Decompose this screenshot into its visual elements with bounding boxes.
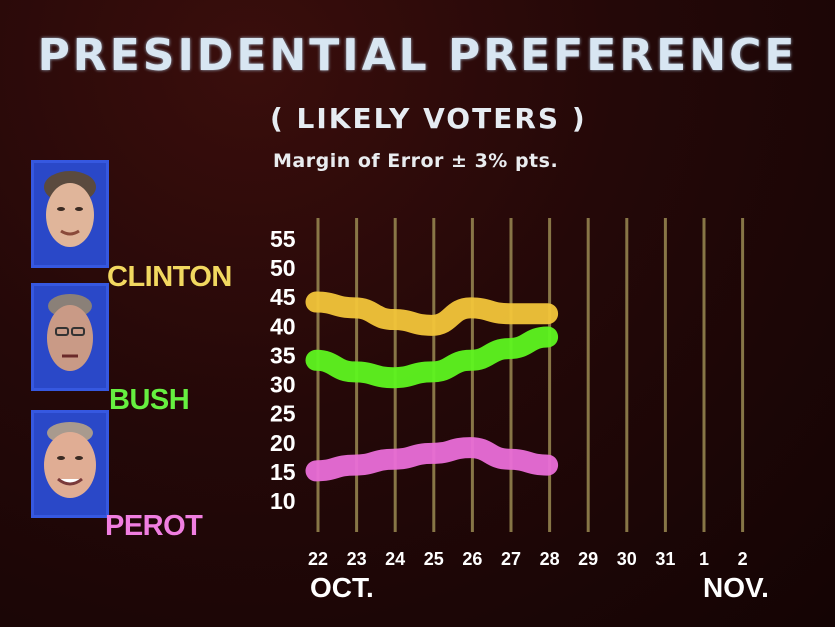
- chart-title: PRESIDENTIAL PREFERENCE: [37, 30, 798, 81]
- x-tick-label: 23: [347, 549, 367, 569]
- y-tick-label: 25: [270, 401, 296, 427]
- series-line-clinton: [305, 291, 559, 336]
- y-tick-label: 45: [270, 284, 296, 310]
- legend-perot: PEROT: [105, 510, 203, 542]
- x-tick-label: 25: [424, 549, 444, 569]
- chart-subtitle: ( LIKELY VOTERS ): [270, 102, 587, 135]
- y-tick-label: 20: [270, 430, 296, 456]
- y-tick-label: 10: [270, 488, 296, 514]
- x-tick-label: 26: [462, 549, 482, 569]
- x-tick-label: 27: [501, 549, 521, 569]
- clinton-portrait: [31, 160, 109, 268]
- y-tick-label: 15: [270, 459, 296, 485]
- x-tick-label: 24: [385, 549, 405, 569]
- margin-of-error-note: Margin of Error ± 3% pts.: [273, 150, 559, 172]
- x-tick-label: 22: [308, 549, 328, 569]
- x-tick-label: 1: [699, 549, 709, 569]
- y-tick-label: 40: [270, 313, 296, 339]
- perot-portrait: [31, 410, 109, 518]
- y-tick-label: 55: [270, 226, 296, 252]
- x-month-label-oct: OCT.: [310, 572, 374, 603]
- x-tick-label: 28: [540, 549, 560, 569]
- y-tick-label: 35: [270, 342, 296, 368]
- x-tick-label: 29: [578, 549, 598, 569]
- x-tick-label: 30: [617, 549, 637, 569]
- legend-clinton: CLINTON: [107, 261, 232, 293]
- x-tick-label: 2: [738, 549, 748, 569]
- y-tick-label: 30: [270, 372, 296, 398]
- series-line-perot: [305, 437, 559, 482]
- legend-bush: BUSH: [109, 384, 190, 416]
- bush-portrait: [31, 283, 109, 391]
- series-line-bush: [305, 326, 559, 389]
- x-tick-label: 31: [655, 549, 675, 569]
- x-month-label-nov: NOV.: [703, 572, 769, 603]
- y-tick-label: 50: [270, 255, 296, 281]
